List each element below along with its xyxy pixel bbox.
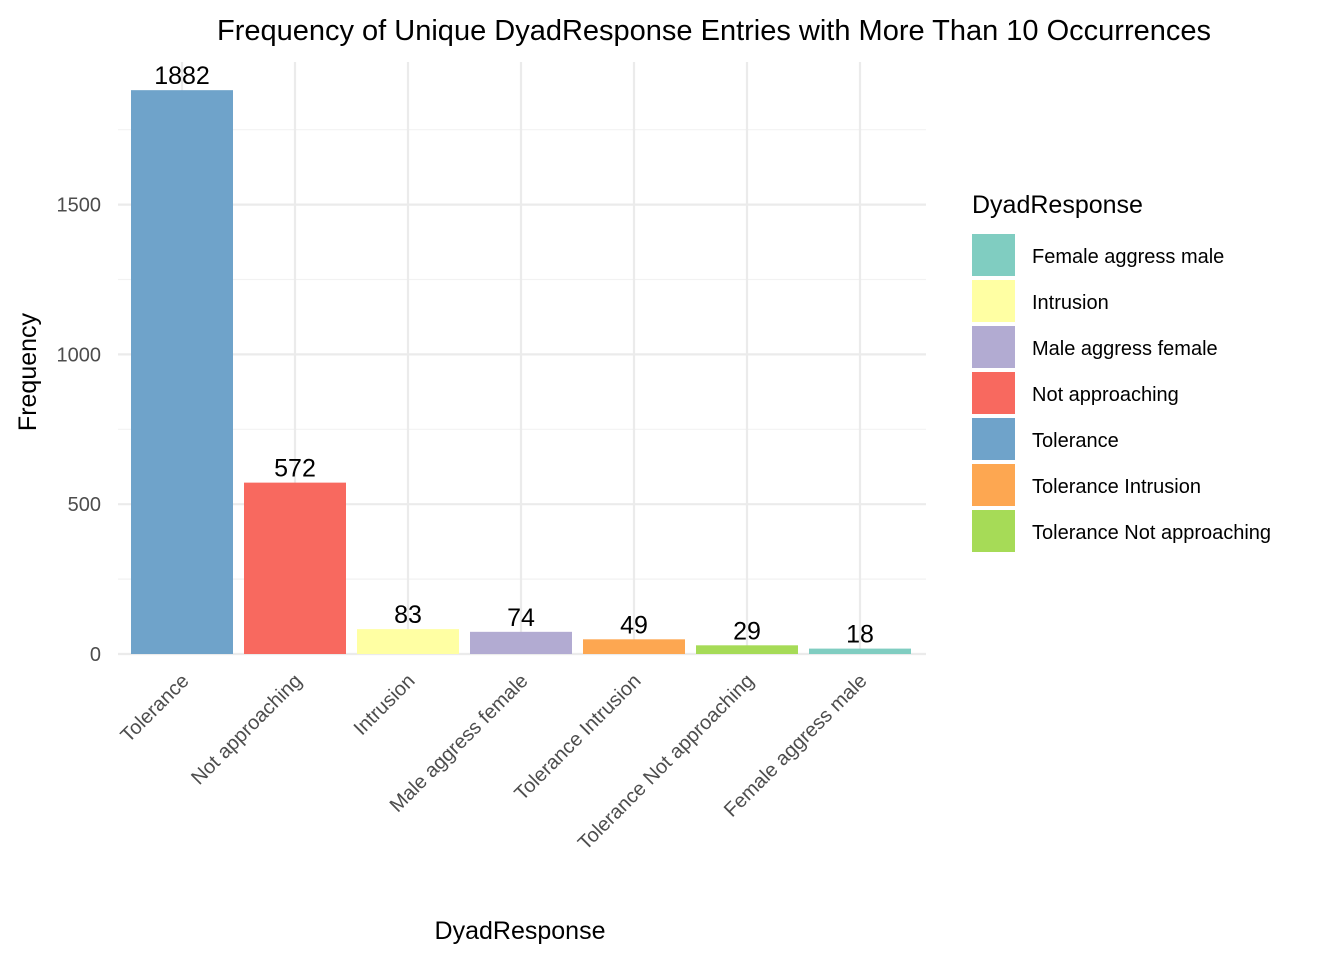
bar: [470, 631, 572, 654]
legend: DyadResponse Female aggress male Intrusio…: [972, 191, 1271, 552]
legend-label: Tolerance Intrusion: [1032, 476, 1201, 498]
data-label: 18: [846, 621, 874, 649]
y-axis-title: Frequency: [14, 312, 42, 431]
legend-swatch: [972, 280, 1015, 322]
bar: [809, 648, 911, 654]
grid: [118, 62, 926, 656]
bar: [357, 629, 459, 654]
data-label: 1882: [154, 62, 210, 90]
bar: [696, 645, 798, 654]
bar: [583, 639, 685, 654]
legend-label: Male aggress female: [1032, 338, 1218, 360]
legend-swatch: [972, 418, 1015, 460]
data-label: 572: [274, 455, 316, 483]
bar: [131, 90, 233, 655]
y-tick-label: 1000: [57, 344, 102, 366]
legend-label: Female aggress male: [1032, 246, 1224, 268]
x-tick-label: Intrusion: [350, 670, 420, 740]
data-labels: 1882 572 83 74 49 29 18: [154, 62, 874, 648]
legend-swatch: [972, 372, 1015, 414]
bar: [244, 482, 346, 654]
x-axis-title: DyadResponse: [435, 917, 606, 945]
data-label: 49: [620, 611, 648, 639]
legend-label: Tolerance: [1032, 430, 1119, 452]
legend-label: Tolerance Not approaching: [1032, 522, 1271, 544]
bars: [131, 90, 911, 655]
legend-title: DyadResponse: [972, 191, 1143, 219]
legend-label: Not approaching: [1032, 384, 1179, 406]
legend-label: Intrusion: [1032, 292, 1109, 314]
x-tick-label: Tolerance: [117, 670, 194, 747]
legend-swatch: [972, 464, 1015, 506]
legend-swatch: [972, 234, 1015, 276]
y-tick-label: 1500: [57, 195, 102, 217]
x-tick-label: Not approaching: [187, 670, 306, 789]
legend-swatch: [972, 510, 1015, 552]
x-tick-label: Tolerance Intrusion: [510, 670, 645, 805]
y-axis: 0 500 1000 1500: [57, 195, 102, 666]
y-tick-label: 500: [68, 494, 101, 516]
legend-swatch: [972, 326, 1015, 368]
data-label: 74: [507, 604, 535, 632]
chart-title: Frequency of Unique DyadResponse Entries…: [217, 15, 1211, 47]
y-tick-label: 0: [90, 644, 101, 666]
data-label: 83: [394, 601, 422, 629]
data-label: 29: [733, 617, 761, 645]
